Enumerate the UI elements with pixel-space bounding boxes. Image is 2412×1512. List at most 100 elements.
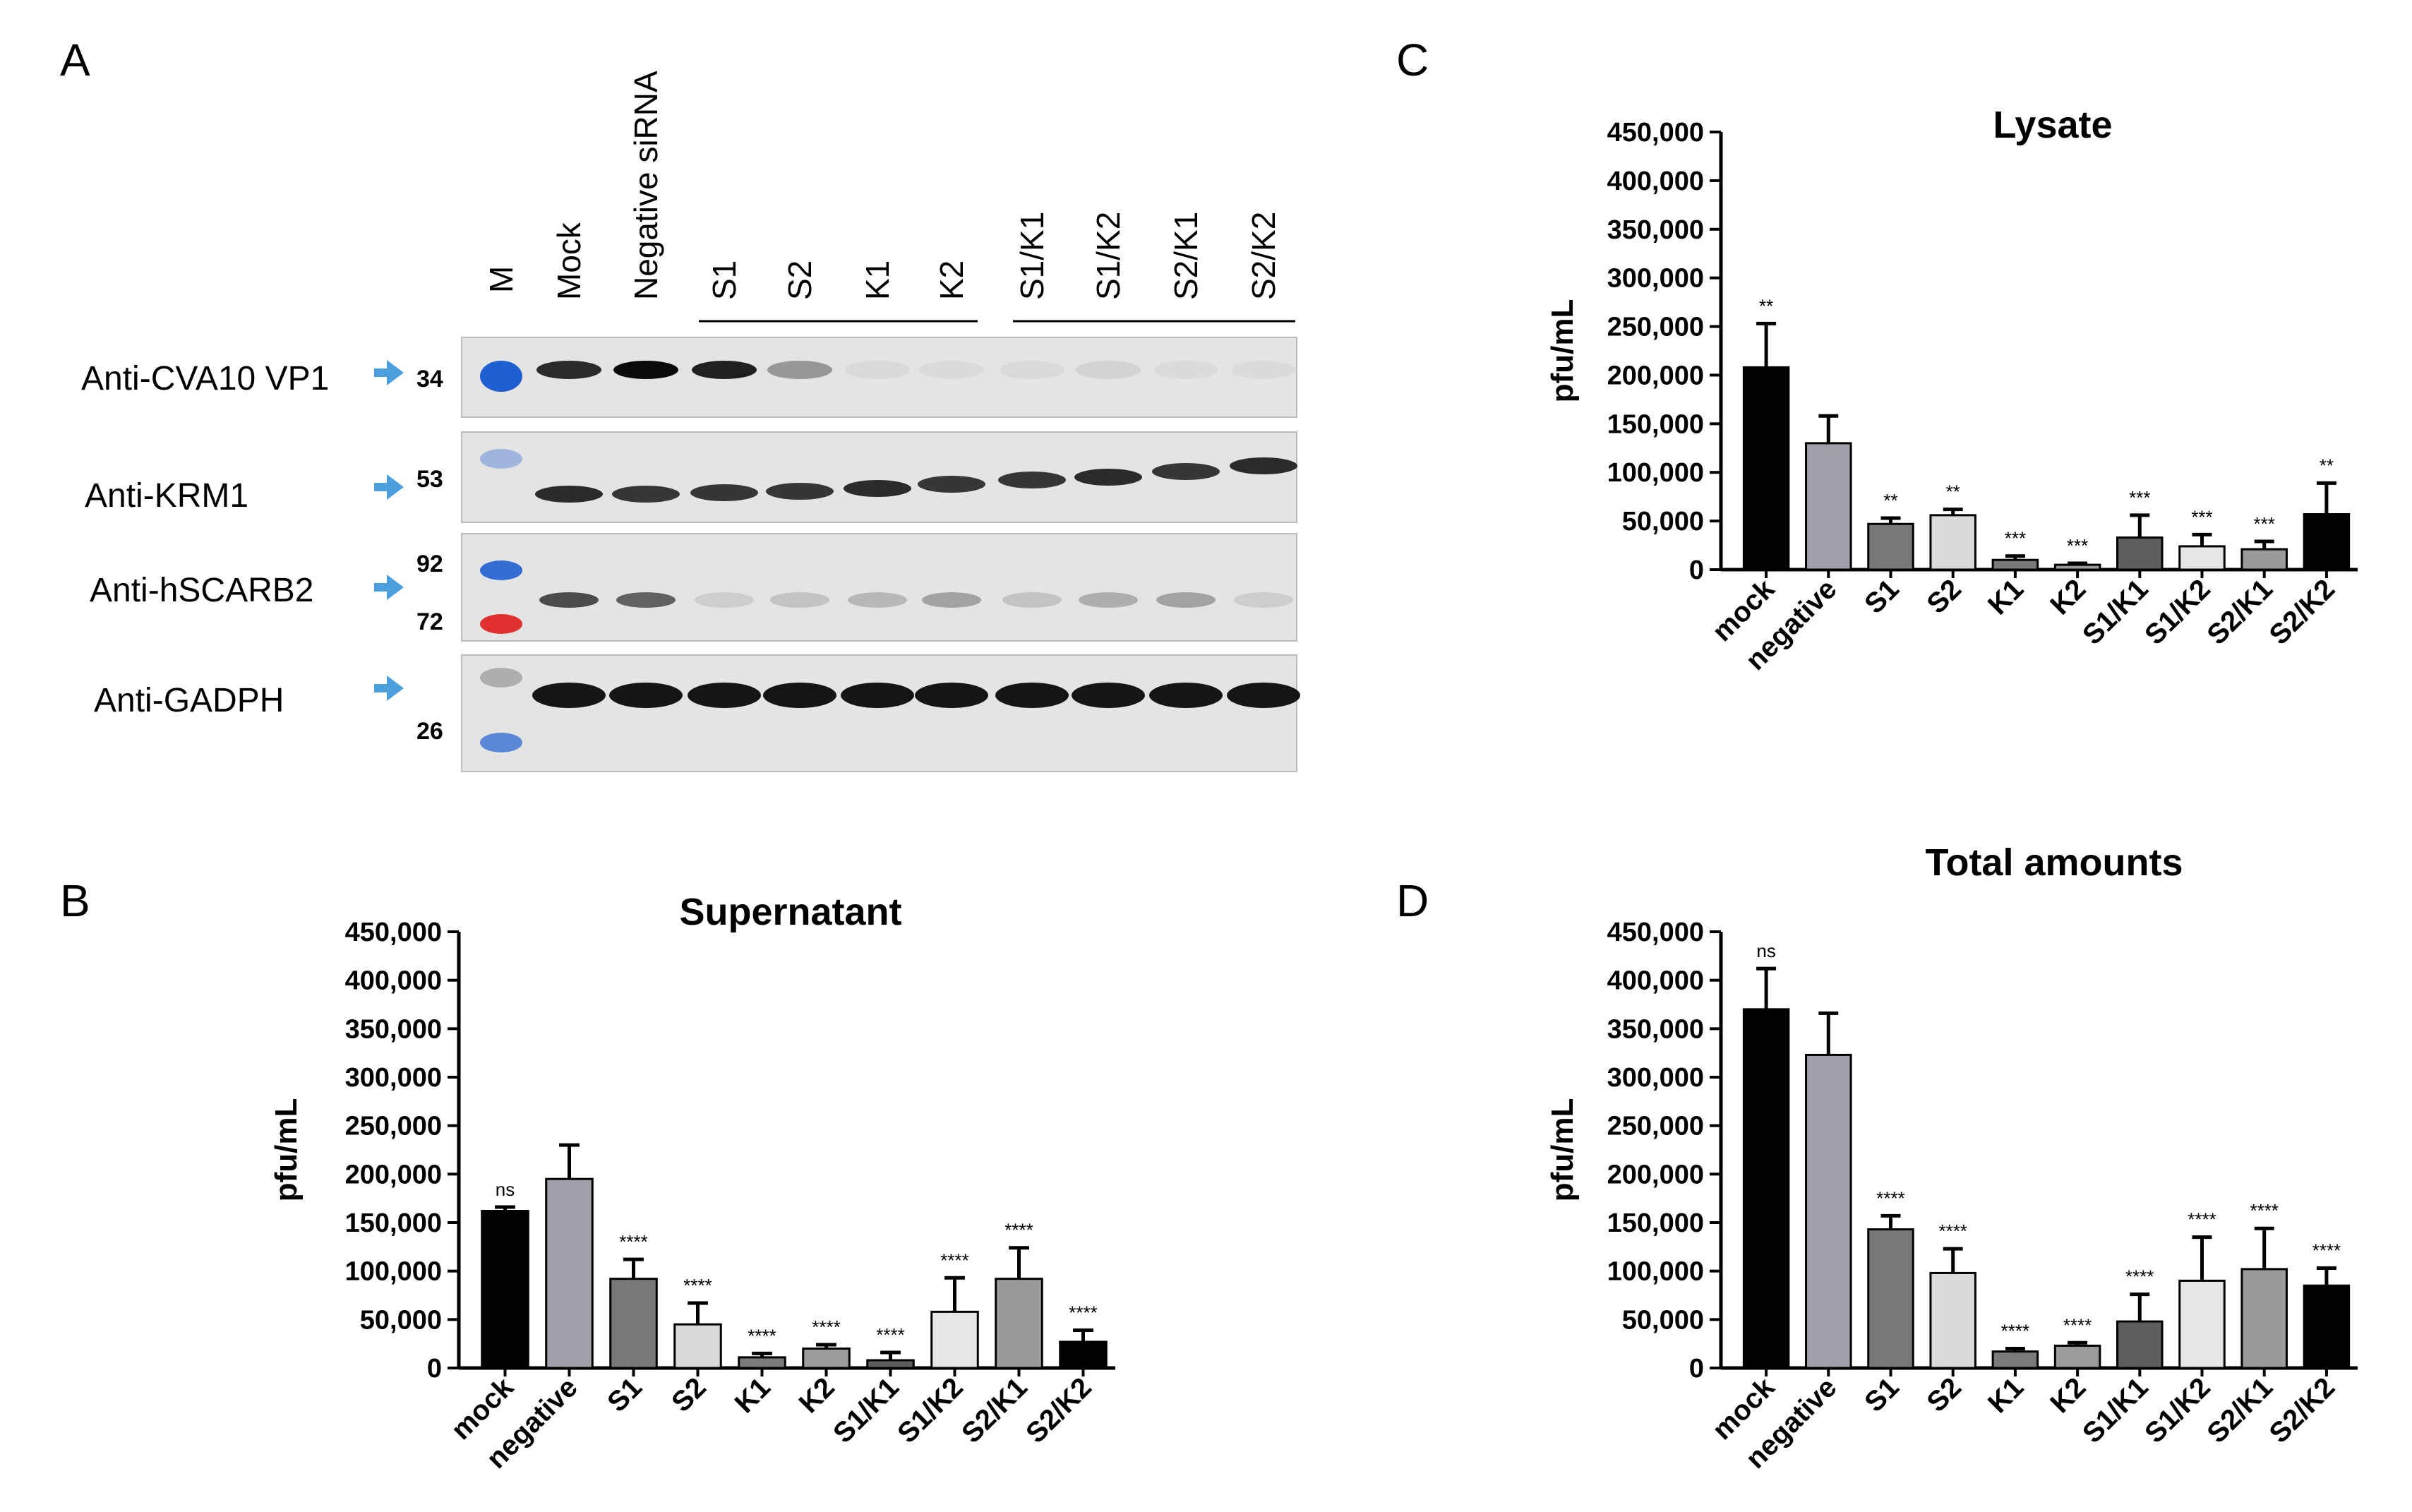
- lane-label: S1: [706, 260, 743, 300]
- x-tick-label: S2/K1: [2201, 573, 2279, 651]
- bar: [2178, 1279, 2226, 1369]
- y-tick-label: 100,000: [1607, 458, 1704, 488]
- x-tick-label: S2: [666, 1372, 712, 1418]
- bar: [2116, 536, 2164, 571]
- y-tick-label: 0: [427, 1354, 442, 1384]
- band-krm1: [766, 483, 834, 500]
- y-tick-label: 150,000: [1607, 1208, 1704, 1238]
- x-tick-label: S1/K1: [2077, 1372, 2154, 1449]
- x-tick-label: S2: [1921, 573, 1967, 620]
- bar: [1805, 442, 1852, 571]
- panel-letter-a: A: [60, 35, 90, 85]
- x-tick-label: K1: [1982, 573, 2029, 620]
- y-tick-label: 50,000: [360, 1305, 442, 1335]
- bar: [1929, 514, 1976, 571]
- bar: [2240, 548, 2288, 571]
- y-tick-label: 150,000: [1607, 409, 1704, 439]
- band-vp1: [1000, 361, 1064, 379]
- y-tick-label: 400,000: [1607, 167, 1704, 196]
- band-hscarb2: [1234, 592, 1293, 608]
- y-tick-label: 50,000: [1622, 1305, 1704, 1335]
- significance-label: ****: [1069, 1302, 1097, 1323]
- significance-label: ns: [496, 1179, 515, 1200]
- lane-label: S2/K1: [1168, 212, 1204, 300]
- bar: [2053, 1344, 2101, 1369]
- band-krm1: [918, 476, 985, 493]
- band-vp1: [1153, 361, 1218, 379]
- band-hscarb2: [539, 592, 599, 608]
- x-tick-label: S1: [1859, 1372, 1905, 1418]
- significance-label: ****: [2001, 1321, 2029, 1342]
- band-hscarb2: [695, 592, 754, 608]
- mw-marker-label: 34: [416, 366, 443, 392]
- band-krm1: [998, 472, 1066, 488]
- band-krm1: [612, 486, 680, 503]
- x-tick-label: K2: [2044, 573, 2092, 620]
- band-krm1: [1152, 463, 1220, 480]
- bar: [738, 1356, 786, 1369]
- blot-row-label: Anti-CVA10 VP1: [81, 360, 329, 397]
- y-tick-label: 250,000: [345, 1112, 442, 1141]
- x-tick-label: S2: [1921, 1372, 1967, 1418]
- y-tick-label: 0: [1689, 1354, 1704, 1384]
- bar: [1805, 1053, 1852, 1369]
- lane-label: S2/K2: [1245, 212, 1282, 300]
- y-tick-label: 100,000: [1607, 1257, 1704, 1287]
- band-hscarb2: [922, 592, 981, 608]
- y-tick-label: 450,000: [345, 918, 442, 947]
- bar: [2240, 1268, 2288, 1369]
- bar: [1929, 1271, 1976, 1369]
- blot-strip: [461, 654, 1297, 772]
- x-tick-label: S1/K2: [2139, 1372, 2216, 1449]
- y-tick-label: 350,000: [1607, 1014, 1704, 1044]
- bar: [1742, 1008, 1790, 1369]
- blot-strip: [461, 337, 1297, 418]
- x-tick-label: S2/K1: [956, 1372, 1033, 1449]
- arrow-icon: [374, 575, 404, 600]
- band-hscarb2: [770, 592, 829, 608]
- band-vp1: [845, 361, 910, 379]
- y-tick-label: 200,000: [1607, 1160, 1704, 1189]
- band-krm1: [844, 480, 911, 497]
- significance-label: ****: [1004, 1220, 1033, 1241]
- significance-label: **: [1946, 481, 1960, 503]
- blot-strip: [461, 431, 1297, 523]
- significance-label: ****: [748, 1325, 776, 1346]
- bar: [2178, 545, 2226, 571]
- arrow-icon: [374, 474, 404, 500]
- x-tick-label: K1: [1982, 1372, 2029, 1419]
- y-tick-label: 350,000: [1607, 215, 1704, 245]
- band-vp1: [1231, 361, 1296, 379]
- band-hscarb2: [848, 592, 907, 608]
- chart-lysate: Lysate pfu/mL 0 50,000 100,000 150,000 200,000…: [1545, 104, 2358, 676]
- x-tick-label: S1/K1: [827, 1372, 905, 1449]
- lane-label: K1: [859, 260, 896, 300]
- significance-label: ****: [683, 1275, 712, 1296]
- significance-label: ***: [2067, 535, 2088, 556]
- x-tick-label: S1: [601, 1372, 648, 1418]
- band-hscarb2: [616, 592, 676, 608]
- y-tick-label: 150,000: [345, 1208, 442, 1238]
- y-tick-label: 350,000: [345, 1014, 442, 1044]
- lane-label: S1/K2: [1090, 212, 1127, 300]
- bar: [2116, 1320, 2164, 1369]
- bar: [866, 1359, 915, 1369]
- x-tick-label: S1/K2: [2139, 573, 2216, 651]
- ladder-band: [480, 733, 522, 752]
- band-hscarb2: [1156, 592, 1216, 608]
- significance-label: **: [1883, 490, 1897, 511]
- significance-label: ***: [2254, 513, 2275, 534]
- band-gadph: [688, 683, 761, 708]
- chart-supernatant: Supernatant pfu/mL 0 50,000 100,000 150,000 20…: [269, 891, 1115, 1475]
- lane-label: Mock: [551, 222, 587, 300]
- y-axis-title: pfu/mL: [269, 1098, 304, 1202]
- bar: [2303, 1284, 2351, 1369]
- mw-marker-label: 92: [416, 551, 443, 577]
- mw-marker-label: 26: [416, 718, 443, 745]
- y-tick-label: 300,000: [345, 1063, 442, 1093]
- band-gadph: [995, 683, 1069, 708]
- significance-label: ***: [2191, 506, 2212, 527]
- band-gadph: [915, 683, 988, 708]
- lane-label: S2: [781, 260, 818, 300]
- significance-label: ****: [2250, 1200, 2278, 1221]
